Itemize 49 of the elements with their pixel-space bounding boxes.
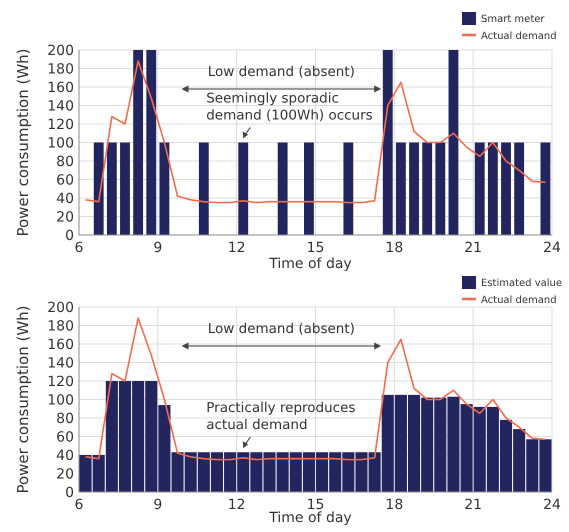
x-tick-label: 6 <box>74 240 84 256</box>
line-series <box>84 60 546 204</box>
line-series <box>84 317 546 460</box>
x-tick-label: 21 <box>464 240 482 256</box>
x-axis-title: Time of day <box>268 256 352 272</box>
y-tick-label: 160 <box>47 80 74 96</box>
x-axis-title: Time of day <box>268 510 352 526</box>
y-tick-label: 140 <box>47 355 74 372</box>
x-tick-label: 9 <box>153 240 162 256</box>
y-tick-label: 100 <box>47 135 74 152</box>
y-tick-label: 60 <box>56 172 74 188</box>
y-axis-title: Power consumption (Wh) <box>14 305 32 494</box>
y-tick-label: 60 <box>56 429 74 446</box>
y-tick-label: 200 <box>47 300 74 316</box>
x-tick-label: 12 <box>228 497 246 513</box>
y-tick-label: 0 <box>65 228 74 244</box>
x-tick-label: 24 <box>543 497 561 513</box>
x-tick-label: 18 <box>385 240 404 256</box>
y-tick-label: 120 <box>47 116 74 133</box>
y-tick-label: 100 <box>47 392 74 408</box>
legend-label: Smart meter <box>481 14 546 25</box>
x-tick-label: 21 <box>464 497 482 513</box>
annotation: Low demand (absent) <box>208 64 355 80</box>
y-tick-label: 80 <box>56 410 74 427</box>
x-tick-label: 9 <box>153 497 162 513</box>
y-tick-label: 0 <box>65 484 74 501</box>
y-tick-label: 200 <box>47 42 74 59</box>
y-tick-label: 140 <box>47 98 74 114</box>
legend-label: Estimated value <box>481 278 562 289</box>
y-tick-label: 120 <box>47 374 74 390</box>
x-tick-label: 12 <box>228 240 246 256</box>
y-tick-label: 20 <box>56 466 74 482</box>
y-tick-label: 80 <box>56 154 74 170</box>
legend-label: Actual demand <box>481 295 557 306</box>
x-tick-label: 15 <box>306 240 324 256</box>
y-tick-label: 40 <box>56 190 74 207</box>
x-tick-label: 6 <box>74 497 84 513</box>
x-tick-label: 18 <box>385 497 404 513</box>
y-tick-label: 180 <box>47 61 74 78</box>
annotation: Practically reproduces actual demand <box>206 400 356 434</box>
y-axis-title: Power consumption (Wh) <box>14 48 32 237</box>
annotation: Seemingly sporadic demand (100Wh) occurs <box>206 90 373 124</box>
y-tick-label: 180 <box>47 318 74 334</box>
y-tick-label: 160 <box>47 336 74 353</box>
y-tick-label: 20 <box>56 209 74 226</box>
legend-label: Actual demand <box>481 31 557 42</box>
annotation: Low demand (absent) <box>208 321 355 337</box>
y-tick-label: 40 <box>56 448 74 464</box>
x-tick-label: 24 <box>543 240 561 256</box>
